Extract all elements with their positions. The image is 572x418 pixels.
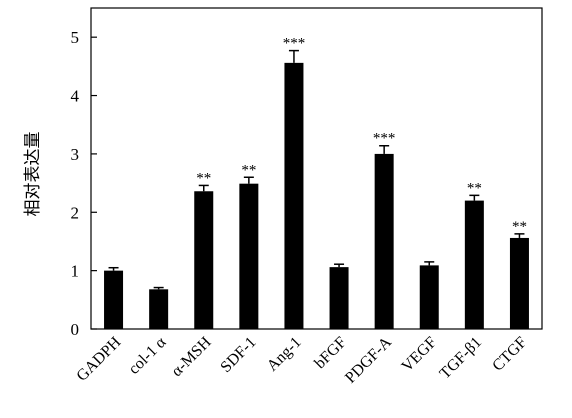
x-category-label: α-MSH bbox=[168, 333, 215, 380]
significance-label: *** bbox=[373, 131, 396, 147]
x-category-label: CTGF bbox=[489, 334, 530, 375]
bar bbox=[419, 265, 439, 329]
bar bbox=[329, 267, 349, 329]
bar bbox=[104, 270, 124, 329]
significance-label: ** bbox=[467, 180, 482, 196]
bar bbox=[239, 183, 259, 329]
x-category-label: Ang-1 bbox=[264, 334, 305, 375]
bar bbox=[149, 289, 169, 329]
x-category-label: VEGF bbox=[399, 334, 441, 376]
y-tick-label: 2 bbox=[71, 203, 80, 222]
y-tick-label: 5 bbox=[71, 28, 80, 47]
bar bbox=[284, 62, 304, 329]
x-category-label: TGF-β1 bbox=[437, 334, 486, 383]
significance-label: *** bbox=[283, 36, 306, 52]
plot-frame bbox=[90, 7, 543, 330]
y-tick-label: 3 bbox=[71, 145, 80, 164]
x-category-label: col-1 α bbox=[125, 333, 169, 377]
significance-label: ** bbox=[241, 162, 256, 178]
significance-label: ** bbox=[196, 170, 211, 186]
bar bbox=[374, 153, 394, 329]
x-category-label: bFGF bbox=[311, 334, 350, 373]
bar bbox=[464, 200, 484, 329]
bars bbox=[104, 49, 529, 329]
bar bbox=[509, 237, 529, 329]
y-tick-label: 0 bbox=[71, 320, 80, 339]
x-category-label: SDF-1 bbox=[217, 334, 259, 376]
y-axis-label: 相对表达量 bbox=[23, 132, 42, 217]
y-tick-label: 4 bbox=[71, 87, 80, 106]
bar bbox=[194, 191, 214, 329]
significance-label: ** bbox=[512, 219, 527, 235]
x-category-label: GADPH bbox=[73, 333, 124, 384]
x-category-label: PDGF-A bbox=[342, 333, 395, 386]
y-tick-label: 1 bbox=[71, 262, 80, 281]
